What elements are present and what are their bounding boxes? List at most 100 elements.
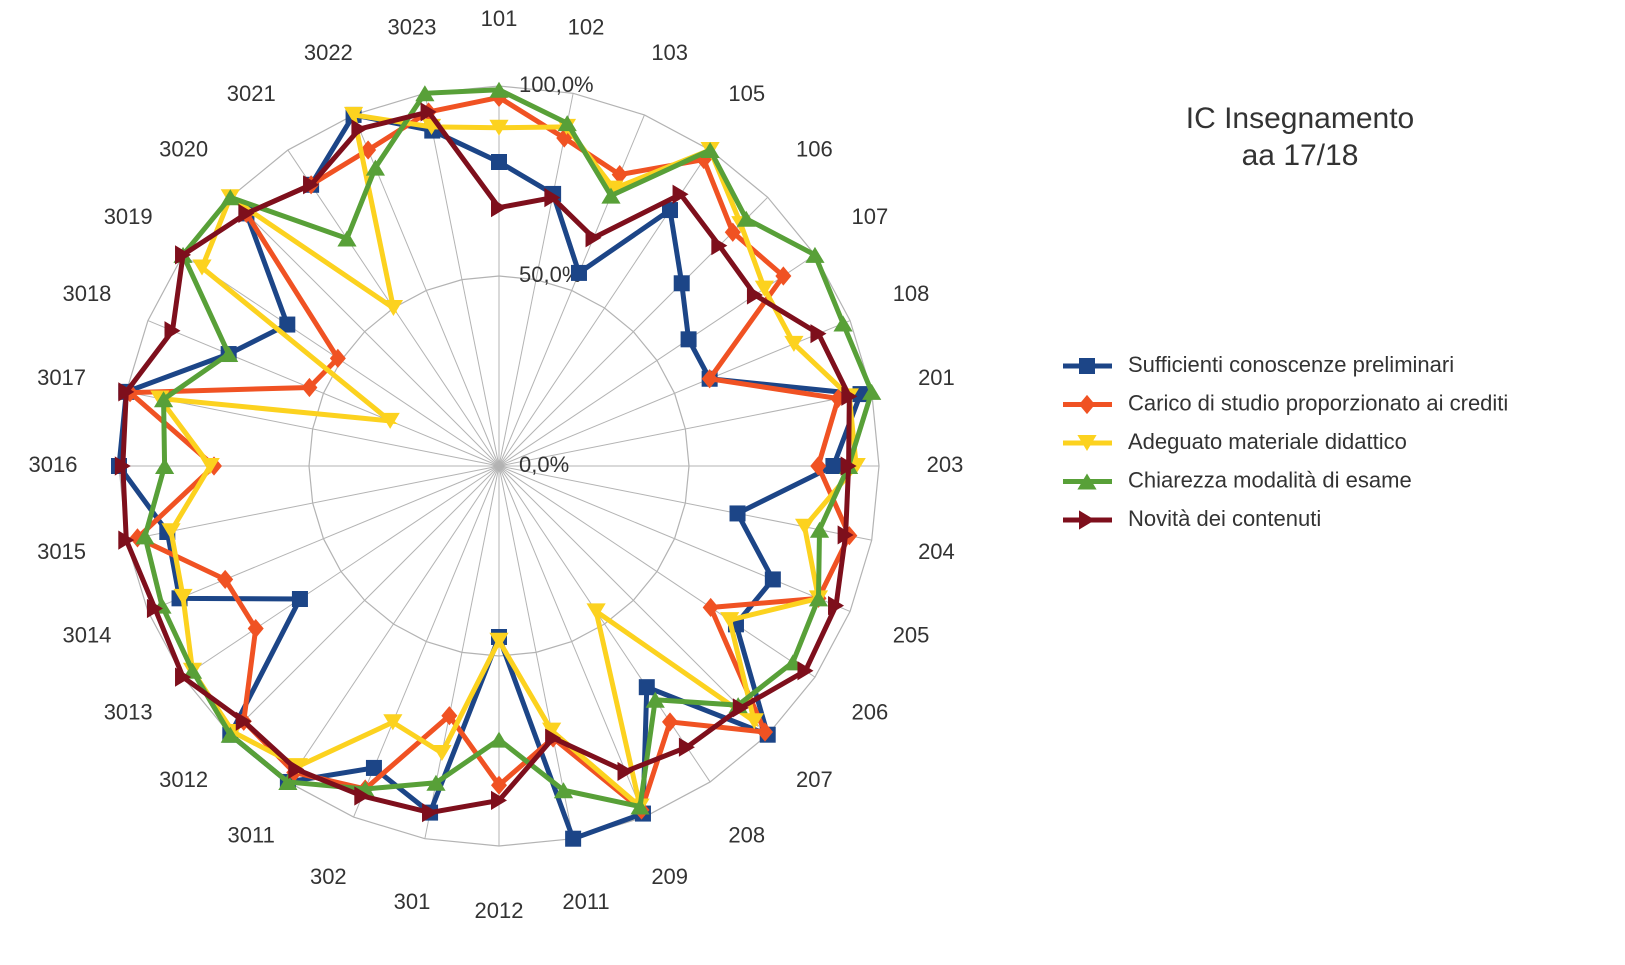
category-label: 3015 [37,539,86,564]
data-marker [220,189,240,206]
category-label: 208 [728,823,765,848]
chart-title: IC Insegnamento [1186,102,1414,135]
data-marker [192,259,212,276]
category-label: 3019 [104,204,153,229]
data-marker [775,266,792,286]
data-marker [673,275,690,292]
category-label: 107 [851,204,888,229]
data-marker [841,386,858,406]
legend-label: Carico di studio proporzionato ai credit… [1128,390,1508,415]
data-marker [491,775,507,795]
data-marker [303,175,320,195]
legend-marker [1077,435,1097,451]
data-marker [611,165,628,185]
data-marker [354,786,371,806]
data-marker [557,115,577,132]
data-marker [420,102,437,122]
category-label: 201 [918,365,955,390]
data-marker [182,662,203,679]
legend-label: Adeguato materiale didattico [1128,429,1407,454]
data-marker [365,759,382,776]
data-marker [805,246,825,263]
data-marker [662,712,679,732]
category-label: 3018 [62,281,111,306]
category-label: 302 [310,864,347,889]
category-label: 206 [851,700,888,725]
data-marker [784,335,804,352]
data-marker [217,569,234,590]
category-label: 3017 [37,365,86,390]
data-marker [337,230,357,247]
data-marker [630,798,650,815]
data-marker [553,782,574,799]
data-marker [837,525,854,545]
data-marker [491,790,507,810]
category-label: 3023 [388,14,437,39]
data-marker [155,458,175,474]
data-marker [220,726,240,743]
grid-ring [308,275,690,657]
category-label: 205 [893,622,930,647]
legend-marker [1079,510,1095,530]
legend-marker [1077,473,1097,490]
data-marker [129,528,146,548]
category-label: 301 [394,889,431,914]
data-marker [617,761,634,782]
data-marker [744,713,764,730]
category-label: 203 [927,452,964,477]
r-tick-label: 100,0% [519,72,594,97]
data-marker [810,456,827,476]
data-marker [810,324,827,344]
data-marker [489,632,509,649]
data-marker [736,210,756,227]
data-marker [565,830,582,847]
category-label: 3012 [159,767,208,792]
data-marker [840,456,857,476]
data-marker [828,596,845,616]
data-marker [542,722,562,739]
data-marker [365,159,385,176]
data-marker [278,773,298,790]
data-marker [288,759,305,779]
legend-label: Chiarezza modalità di esame [1128,467,1412,492]
category-label: 2011 [562,889,609,914]
legend-label: Sufficienti conoscenze preliminari [1128,352,1454,377]
category-label: 105 [728,81,765,106]
data-marker [680,331,697,348]
category-label: 108 [893,281,930,306]
data-marker [746,285,763,305]
data-marker [732,698,749,718]
data-marker [343,106,364,123]
data-marker [645,691,665,708]
data-marker [757,722,774,742]
legend-marker [1079,358,1095,374]
data-marker [662,202,679,219]
data-marker [219,346,239,363]
data-marker [764,571,781,588]
data-marker [161,523,181,540]
data-marker [235,711,252,731]
data-marker [200,458,220,474]
data-marker [135,528,155,545]
data-marker [491,154,507,170]
data-marker [545,728,562,748]
data-marker [118,530,135,550]
category-label: 3011 [228,823,275,848]
data-marker [809,521,830,538]
data-marker [570,264,587,281]
data-marker [489,731,509,748]
data-marker [329,348,346,368]
data-marker [601,187,621,204]
legend-label: Novità dei contenuti [1128,506,1321,531]
data-marker [380,412,400,429]
category-label: 3022 [304,40,353,65]
category-label: 207 [796,767,833,792]
data-marker [833,315,853,332]
data-marker [175,245,192,265]
data-marker [797,661,814,681]
data-marker [720,612,740,629]
data-marker [700,142,720,159]
data-marker [247,618,264,639]
series-line [142,87,875,810]
data-marker [164,321,181,341]
